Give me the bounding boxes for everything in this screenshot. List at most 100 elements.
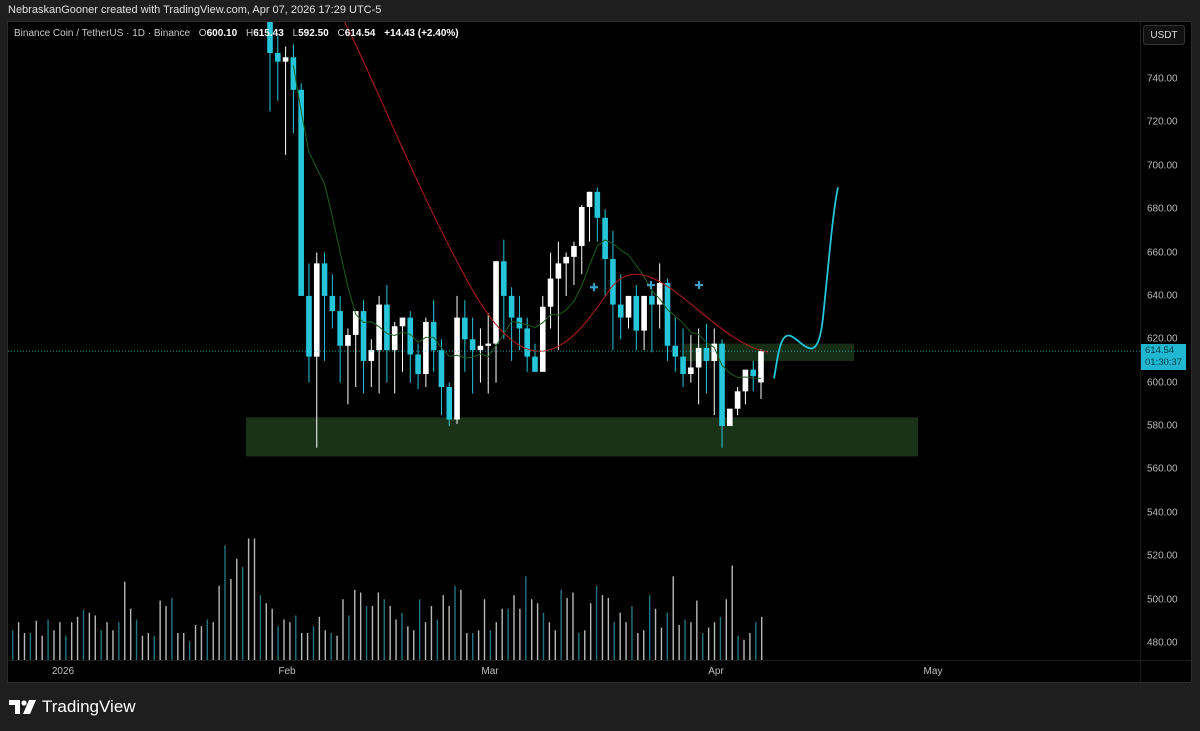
volume-bar [554,630,556,660]
current-price: 614.54 [1145,345,1175,356]
price-tick: 500.00 [1147,594,1178,606]
bear-candle [508,295,515,318]
bull-candle [758,351,764,383]
bull-candle [656,282,663,305]
volume-bar [194,624,197,660]
volume-bar [23,633,26,660]
price-tick: 740.00 [1147,73,1178,85]
volume-bar [707,627,710,660]
price-axis-divider [1140,22,1141,682]
volume-bar [70,622,73,660]
volume-bar [489,630,492,660]
bull-candle [641,295,647,331]
volume-bar [702,633,704,660]
signal-marker-icon [590,283,598,292]
volume-bar [418,599,421,660]
volume-bar [129,608,132,660]
tradingview-logo[interactable]: TradingView [9,697,136,717]
volume-bar [572,592,574,660]
volume-bar [271,608,273,660]
symbol-title[interactable]: Binance Coin / TetherUS · 1D · Binance [14,28,191,39]
price-tick: 720.00 [1147,116,1178,128]
volume-bar [589,603,592,660]
volume-bar [277,626,279,660]
price-tick: 660.00 [1147,247,1178,259]
chart-caption: NebraskanGooner created with TradingView… [8,4,382,16]
volume-bar [177,633,179,660]
volume-bar [17,622,20,660]
open-value: 600.10 [206,28,238,39]
currency-unit-button[interactable]: USDT [1143,25,1185,45]
volume-bar [230,579,232,660]
volume-bar [584,630,586,660]
current-price-tag: 614.54 01:30:37 [1141,344,1186,370]
volume-bar [666,612,669,660]
bear-candle [360,311,367,361]
bull-candle [539,306,546,372]
price-tick: 620.00 [1147,333,1178,345]
volume-bar [265,603,267,660]
bull-candle [695,347,702,368]
volume-bar [643,630,645,660]
bear-candle [384,304,390,351]
volume-bar [135,619,138,660]
volume-bar [448,606,450,660]
volume-bar [377,592,380,660]
high-label: H [245,28,254,39]
chart-panel[interactable] [7,21,1192,683]
volume-bar [300,633,303,660]
brand-name: TradingView [42,697,136,716]
bull-candle [563,256,569,264]
open-label: O [198,28,207,39]
bear-candle [337,311,343,346]
volume-bar [206,619,209,660]
volume-bar [761,616,763,660]
volume-bar [247,538,250,660]
volume-bar [560,589,562,660]
fast-moving-average [292,65,762,379]
volume-bar [684,619,686,660]
volume-bar [94,615,96,660]
volume-bar [12,630,14,660]
bear-candle [672,345,679,357]
bear-candle [680,356,686,374]
volume-bar [436,619,439,660]
volume-bar [737,635,739,660]
volume-bar [306,633,309,660]
volume-bar [719,616,722,660]
volume-bar [88,612,91,660]
bull-candle [571,246,577,257]
volume-bar [324,630,326,660]
volume-bar [29,633,32,660]
slow-moving-average [344,22,769,353]
volume-bar [318,616,321,660]
volume-bar [460,589,462,660]
volume-bar [312,626,315,660]
volume-bar [625,622,627,660]
low-value: 592.50 [298,28,329,39]
bull-candle [734,391,741,409]
bull-candle [477,345,484,351]
volume-bar [124,581,126,660]
price-tick: 520.00 [1147,550,1178,562]
volume-bar [536,603,539,660]
price-tick: 680.00 [1147,203,1178,215]
symbol-legend: Binance Coin / TetherUS · 1D · Binance O… [14,28,459,39]
volume-bar [259,595,262,660]
bull-candle [555,263,562,279]
price-tick: 480.00 [1147,637,1178,649]
volume-bar [200,626,203,660]
bear-candle [501,261,507,296]
volume-bar [690,622,692,660]
volume-bar [330,633,332,660]
time-axis-divider [8,660,1191,661]
bear-candle [290,57,297,90]
candlestick-chart[interactable] [8,22,1140,660]
volume-bar [395,619,397,660]
volume-bar [100,630,102,660]
volume-bar [619,612,621,660]
volume-bar [359,592,362,660]
bear-candle [610,259,616,305]
bear-candle [594,191,601,218]
signal-marker-icon [647,281,655,290]
